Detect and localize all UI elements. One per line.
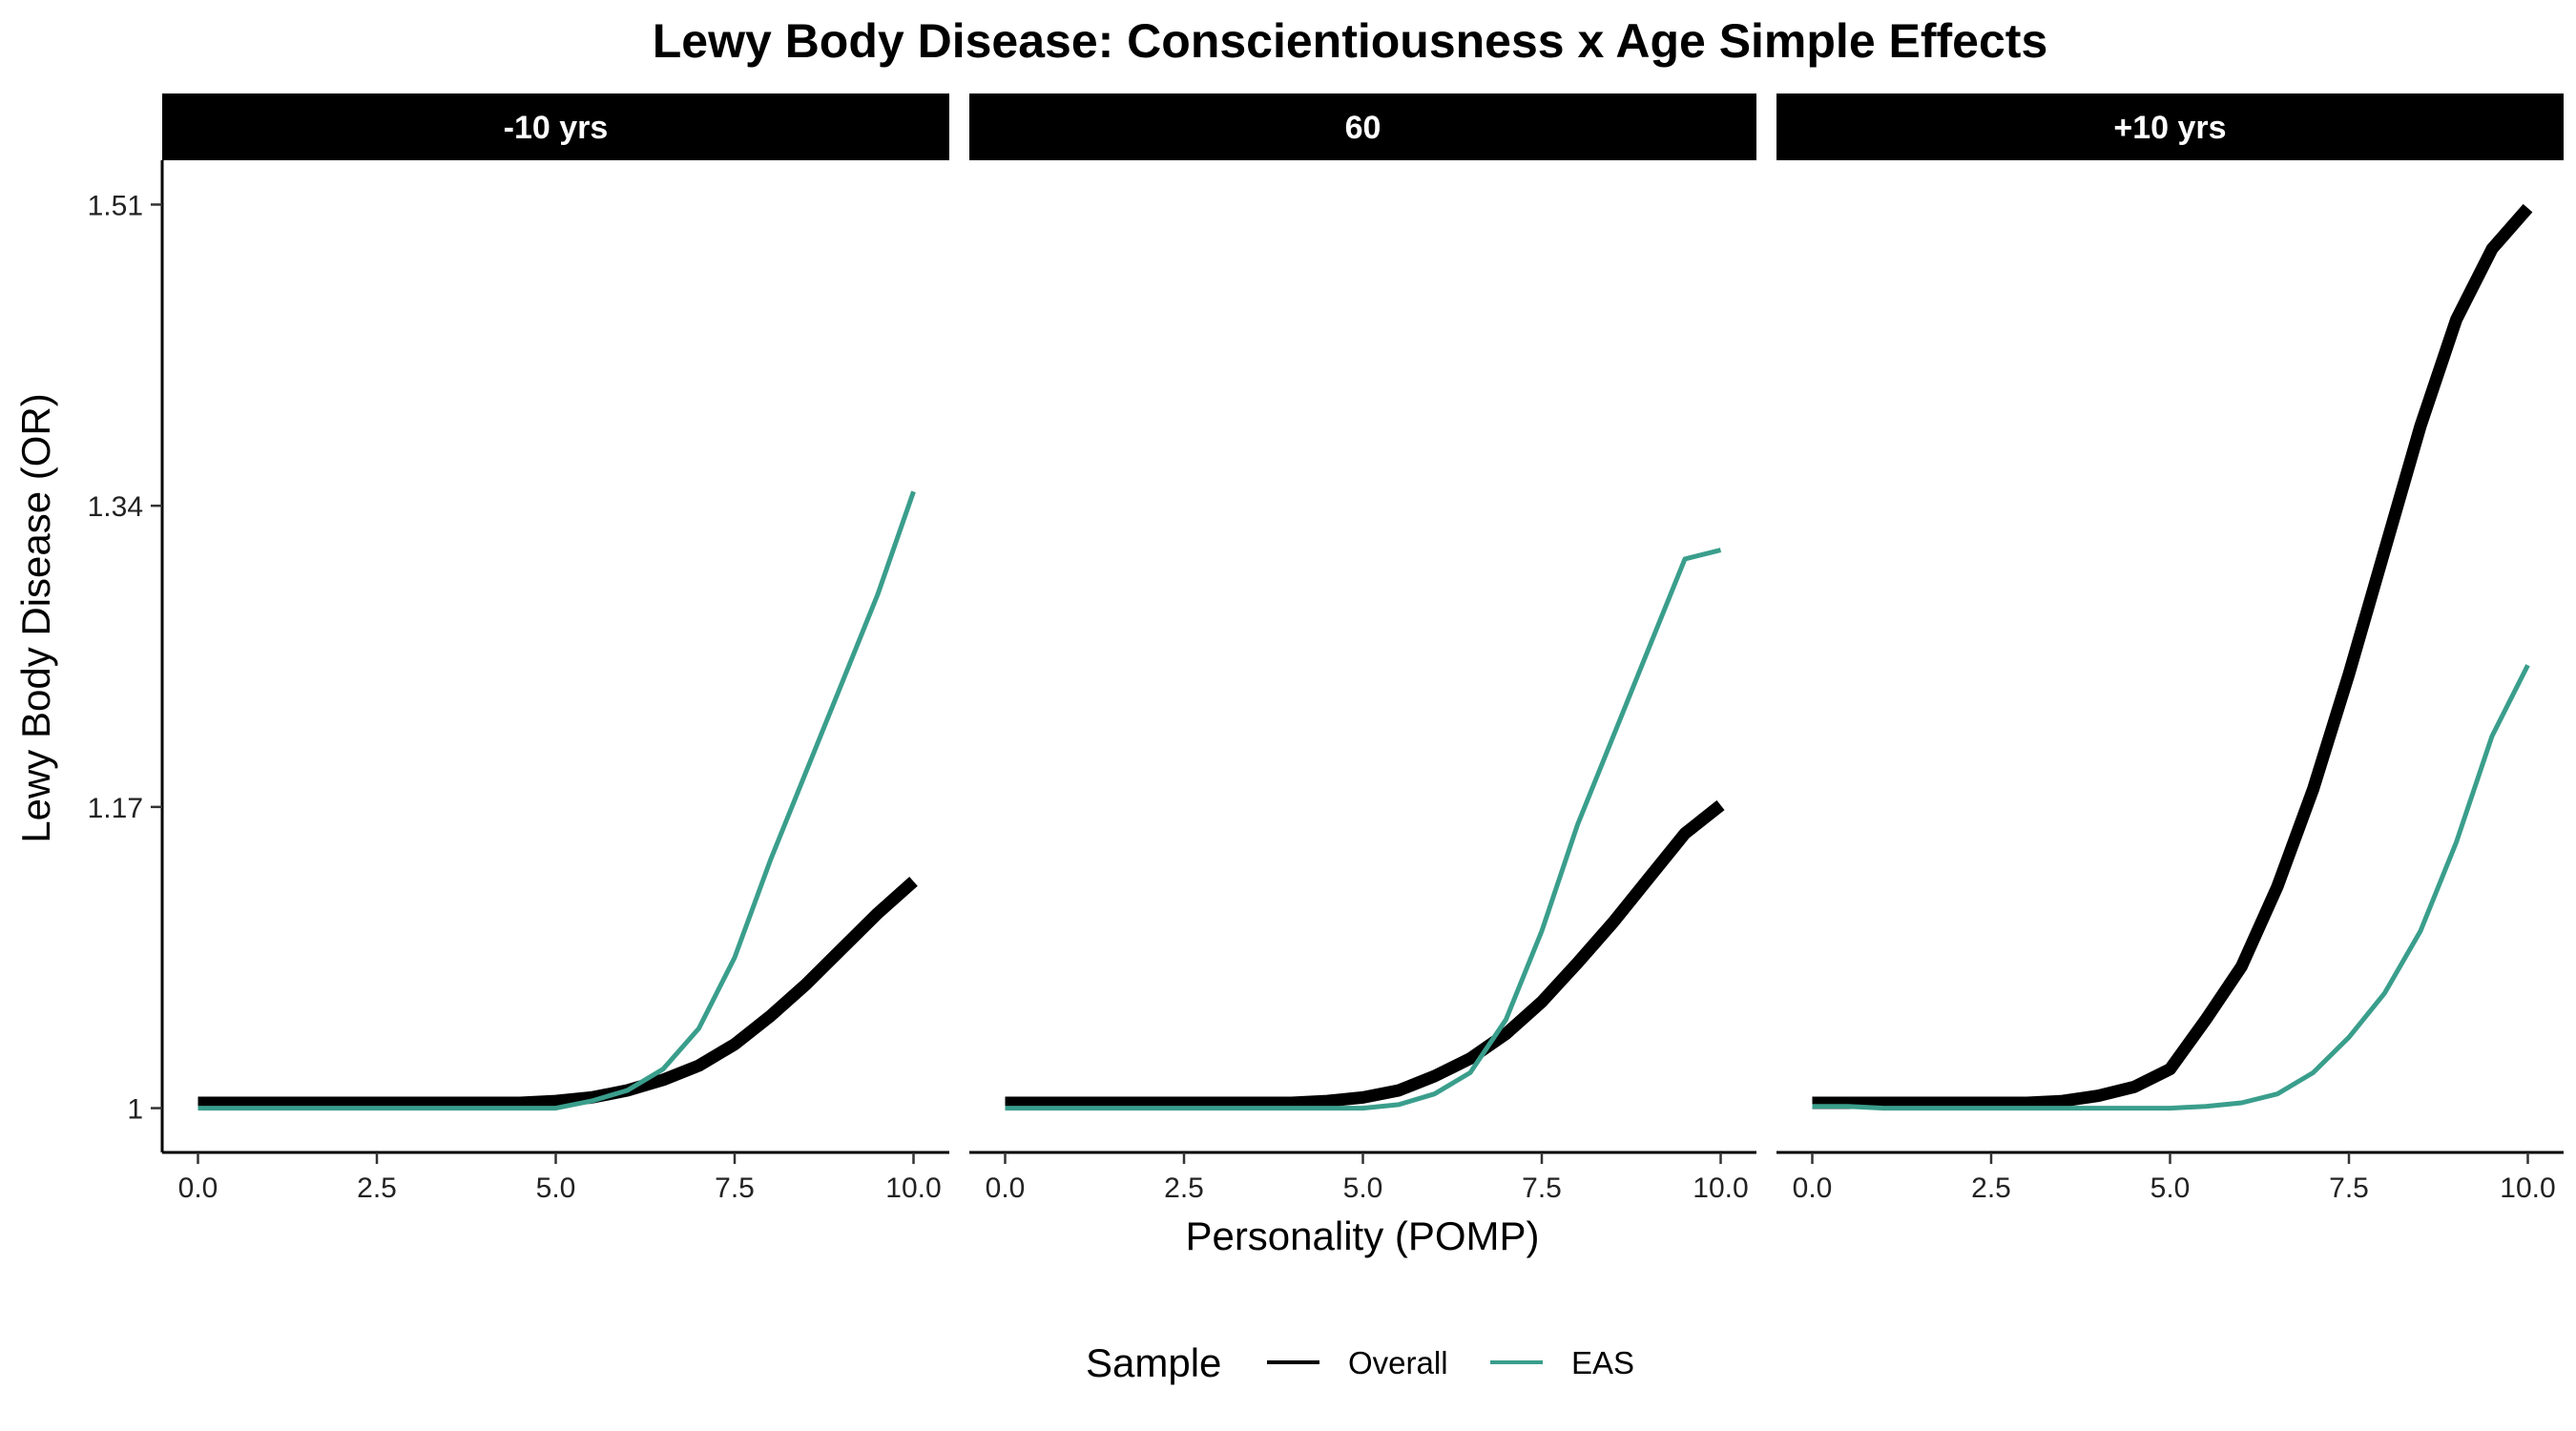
facet-strip bbox=[969, 93, 1756, 160]
legend-item-eas: EAS bbox=[1490, 1345, 1634, 1380]
legend-item-overall: Overall bbox=[1267, 1345, 1448, 1380]
chart-title: Lewy Body Disease: Conscientiousness x A… bbox=[653, 14, 2048, 68]
facet-strip-label: +10 yrs bbox=[2113, 110, 2226, 146]
facet-strip-label: 60 bbox=[1345, 110, 1381, 146]
x-tick-label: 7.5 bbox=[1522, 1172, 1562, 1204]
x-tick-label: 10.0 bbox=[2500, 1172, 2555, 1204]
x-tick-label: 5.0 bbox=[1343, 1172, 1383, 1204]
y-tick-label: 1.17 bbox=[88, 793, 143, 824]
series-line-eas bbox=[1005, 548, 1722, 1111]
x-tick-label: 7.5 bbox=[2329, 1172, 2369, 1204]
facet-strip bbox=[162, 93, 949, 160]
series-line-eas bbox=[1812, 664, 2530, 1111]
y-tick-label: 1.34 bbox=[88, 491, 143, 523]
x-tick-label: 0.0 bbox=[178, 1172, 218, 1204]
panel-10-yrs: -10 yrs 0.0 2.5 5.0 7.5 10.0 1 1.17 1.34 1.51 bbox=[88, 93, 949, 1204]
x-tick-label: 2.5 bbox=[1164, 1172, 1204, 1204]
x-tick-label: 5.0 bbox=[536, 1172, 576, 1204]
legend-title: Sample bbox=[1086, 1340, 1221, 1385]
y-axis-title: Lewy Body Disease (OR) bbox=[13, 393, 58, 843]
y-tick-label: 1.51 bbox=[88, 190, 143, 221]
panel-10-yrs: +10 yrs 0.0 2.5 5.0 7.5 10.0 bbox=[1776, 93, 2564, 1204]
legend: Sample Overall EAS bbox=[1086, 1340, 1634, 1385]
x-tick-label: 7.5 bbox=[715, 1172, 755, 1204]
legend-label: Overall bbox=[1348, 1345, 1448, 1380]
panel-60: 60 0.0 2.5 5.0 7.5 10.0 bbox=[969, 93, 1756, 1204]
facet-strip-label: -10 yrs bbox=[504, 110, 609, 146]
series-line-overall bbox=[197, 877, 918, 1110]
legend-label: EAS bbox=[1571, 1345, 1634, 1380]
series-line-eas bbox=[197, 490, 916, 1111]
x-tick-label: 2.5 bbox=[1971, 1172, 2011, 1204]
facet-strip bbox=[1776, 93, 2564, 160]
x-tick-label: 5.0 bbox=[2150, 1172, 2191, 1204]
series-line-overall bbox=[1005, 799, 1725, 1110]
facet-panels: -10 yrs 0.0 2.5 5.0 7.5 10.0 1 1.17 1.34 1.51 60 0.… bbox=[88, 93, 2564, 1204]
x-tick-label: 10.0 bbox=[885, 1172, 941, 1204]
y-tick-label: 1 bbox=[127, 1094, 143, 1126]
x-tick-label: 2.5 bbox=[357, 1172, 397, 1204]
x-tick-label: 10.0 bbox=[1693, 1172, 1748, 1204]
x-tick-label: 0.0 bbox=[1793, 1172, 1833, 1204]
series-line-overall bbox=[1812, 203, 2533, 1110]
x-tick-label: 0.0 bbox=[986, 1172, 1026, 1204]
x-axis-title: Personality (POMP) bbox=[1185, 1213, 1539, 1258]
